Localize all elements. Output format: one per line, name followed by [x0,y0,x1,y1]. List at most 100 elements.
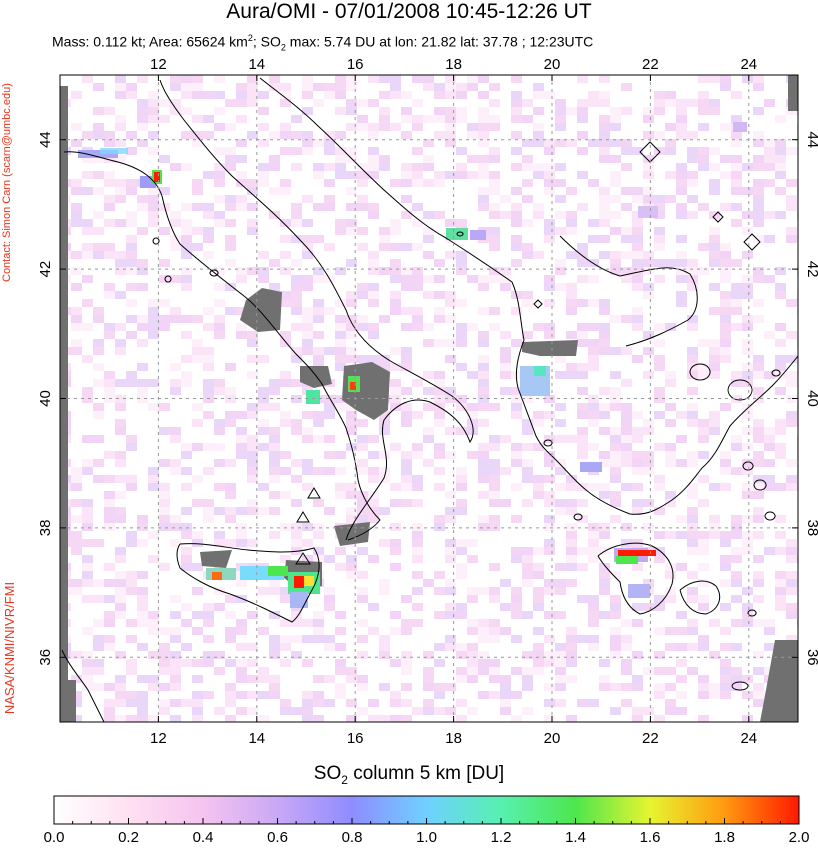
so2-cell [731,323,742,331]
so2-cell [522,291,533,299]
so2-cell [214,603,225,611]
so2-cell [357,227,368,235]
so2-cell [731,435,742,443]
so2-cell [544,499,555,507]
so2-cell [192,227,203,235]
so2-cell [159,315,170,323]
so2-cell [566,435,577,443]
so2-cell [621,451,632,459]
so2-cell [533,323,544,331]
so2-cell [665,563,676,571]
so2-cell [555,371,566,379]
so2-cell [654,667,665,675]
so2-cell [236,531,247,539]
so2-cell [456,571,467,579]
so2-cell [665,323,676,331]
so2-cell [390,219,401,227]
so2-cell [720,667,731,675]
so2-cell [599,459,610,467]
so2-cell [71,123,82,131]
so2-cell [753,483,764,491]
so2-cell [423,163,434,171]
so2-cell [203,379,214,387]
so2-cell [291,635,302,643]
so2-cell [104,683,115,691]
so2-cell [291,299,302,307]
so2-cell [797,483,798,491]
so2-cell [203,411,214,419]
so2-cell [533,643,544,651]
so2-cell [335,627,346,635]
so2-cell [577,699,588,707]
so2-cell [137,267,148,275]
so2-cell [434,691,445,699]
so2-cell [104,155,115,163]
so2-cell [390,387,401,395]
so2-cell [137,515,148,523]
so2-cell [731,523,742,531]
so2-cell [115,515,126,523]
so2-cell [115,267,126,275]
so2-cell [544,171,555,179]
so2-cell [456,611,467,619]
so2-cell [302,635,313,643]
so2-cell [456,427,467,435]
so2-cell [434,107,445,115]
so2-cell [379,427,390,435]
so2-cell [709,619,720,627]
so2-cell [478,515,489,523]
so2-cell [126,251,137,259]
so2-cell [368,355,379,363]
so2-cell [676,411,687,419]
so2-cell [181,315,192,323]
so2-cell [181,83,192,91]
so2-cell [654,411,665,419]
so2-cell [610,443,621,451]
so2-cell [291,427,302,435]
so2-cell [225,483,236,491]
so2-cell [291,131,302,139]
so2-cell [775,147,786,155]
so2-cell [698,123,709,131]
colorbar-tick-label: 2.0 [788,829,810,846]
so2-cell [687,523,698,531]
so2-cell [236,275,247,283]
so2-cell [335,363,346,371]
so2-cell [797,467,798,475]
so2-cell [522,251,533,259]
so2-cell [599,131,610,139]
so2-cell [115,587,126,595]
so2-cell [753,299,764,307]
so2-cell [544,299,555,307]
so2-cell [82,523,93,531]
so2-cell [236,83,247,91]
so2-cell [632,675,643,683]
so2-cell [412,315,423,323]
so2-cell [379,91,390,99]
so2-cell [654,387,665,395]
so2-cell [324,307,335,315]
so2-cell [797,339,798,347]
so2-cell [269,587,280,595]
coastlines [61,77,798,722]
so2-cell [478,635,489,643]
so2-cell [280,251,291,259]
so2-cell [159,659,170,667]
so2-cell [643,331,654,339]
so2-cell [181,235,192,243]
so2-cell [577,203,588,211]
so2-cell [456,219,467,227]
so2-cell [489,235,500,243]
so2-cell [379,155,390,163]
so2-cell [489,619,500,627]
so2-cell [192,347,203,355]
so2-cell [335,451,346,459]
so2-cell [599,451,610,459]
so2-cell [82,467,93,475]
so2-cell [654,603,665,611]
so2-cell [731,171,742,179]
so2-cell [192,139,203,147]
so2-cell [302,619,313,627]
so2-cell [456,539,467,547]
so2-cell [599,123,610,131]
